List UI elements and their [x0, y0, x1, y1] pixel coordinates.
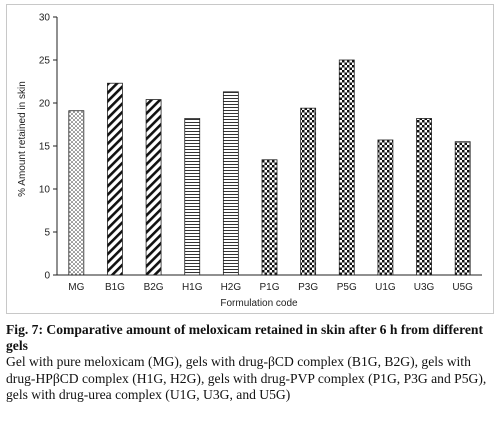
x-tick-label: B1G	[105, 282, 125, 293]
x-tick-label: P5G	[337, 282, 357, 293]
x-tick-label: P1G	[259, 282, 279, 293]
figure-panel: 0 5 10 15 20 25 30 MG B1G B2G H1G H2G P1G P3G P5G U1G U3…	[6, 4, 494, 314]
y-tick-label: 5	[44, 228, 50, 239]
y-tick-label: 25	[39, 56, 51, 67]
x-tick-label: U3G	[414, 282, 435, 293]
bar-chart: 0 5 10 15 20 25 30 MG B1G B2G H1G H2G P1G P3G P5G U1G U3…	[17, 13, 482, 309]
bar-u1g	[377, 139, 394, 276]
y-tick-label: 30	[39, 13, 51, 24]
y-tick-label: 0	[44, 271, 50, 282]
figure-label: Fig. 7	[6, 322, 39, 337]
bar-u5g	[454, 141, 471, 276]
caption-body: Gel with pure meloxicam (MG), gels with …	[6, 354, 487, 402]
y-axis-title: % Amount retained in skin	[17, 81, 28, 197]
y-tick-label: 15	[39, 142, 51, 153]
bar-b2g	[145, 99, 162, 276]
caption-title-text: : Comparative amount of meloxicam retain…	[6, 322, 483, 354]
bar-p5g	[338, 59, 355, 276]
bar-p3g	[300, 107, 317, 276]
x-tick-label: MG	[68, 282, 84, 293]
caption-title: Fig. 7: Comparative amount of meloxicam …	[6, 322, 496, 354]
y-tick-label: 10	[39, 185, 51, 196]
y-tick-label: 20	[39, 99, 51, 110]
bar-h2g	[222, 91, 239, 276]
x-tick-label: H1G	[182, 282, 203, 293]
x-tick-label: B2G	[144, 282, 164, 293]
x-tick-label: U1G	[375, 282, 396, 293]
x-tick-label: P3G	[298, 282, 318, 293]
bar-b1g	[107, 82, 123, 276]
bar-mg	[68, 110, 85, 276]
x-tick-label: H2G	[221, 282, 242, 293]
x-axis-title: Formulation code	[220, 298, 298, 309]
figure-caption: Fig. 7: Comparative amount of meloxicam …	[6, 322, 496, 403]
plot-area: 0 5 10 15 20 25 30 MG B1G B2G H1G H2G P1G P3G P5G U1G U3…	[39, 13, 482, 293]
x-tick-label: U5G	[452, 282, 473, 293]
bar-u3g	[416, 118, 432, 276]
bar-p1g	[261, 159, 278, 276]
bar-h1g	[184, 118, 201, 276]
